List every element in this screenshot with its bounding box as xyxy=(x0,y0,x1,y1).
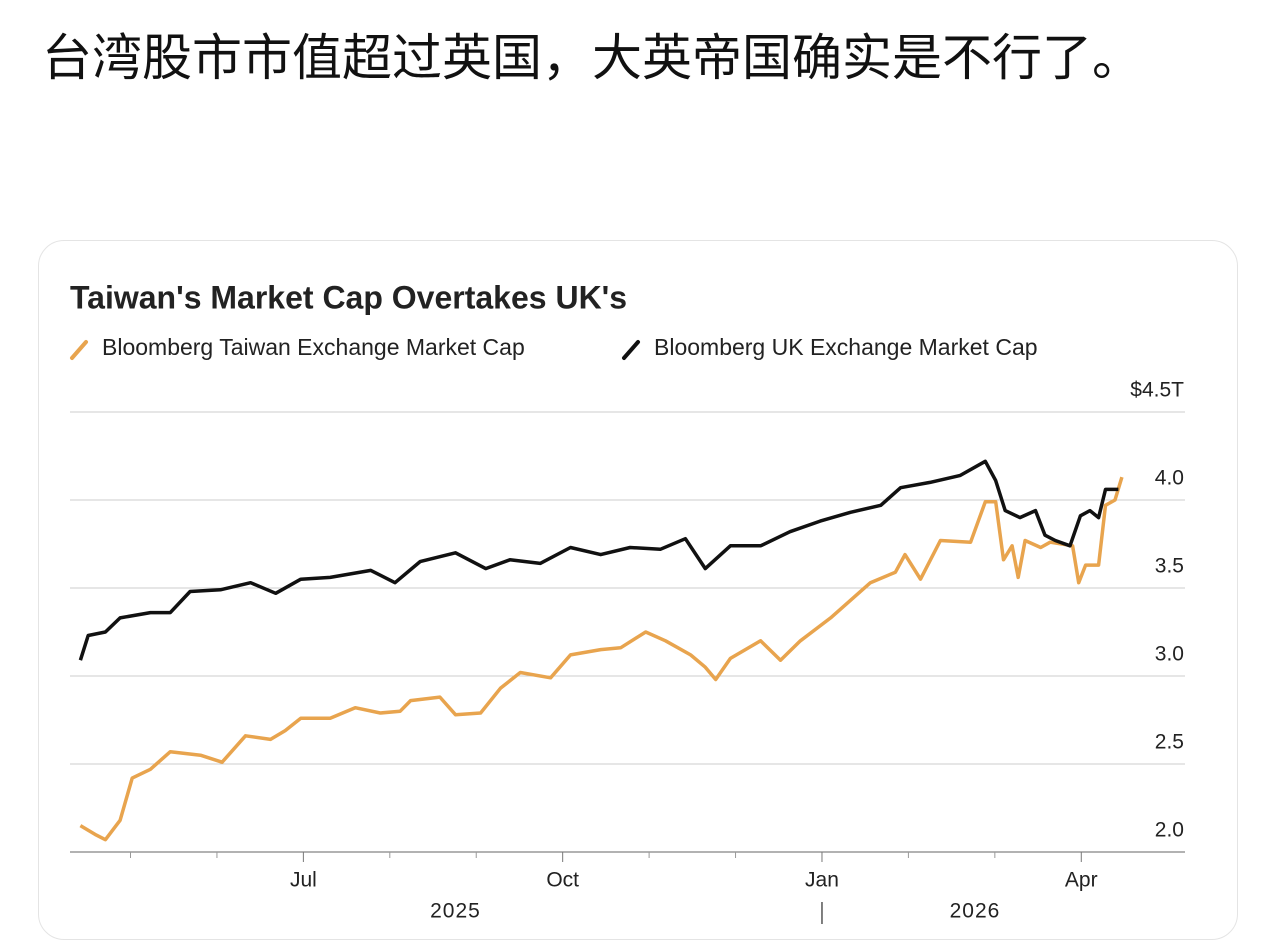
y-tick-label: 3.5 xyxy=(1155,555,1184,578)
x-tick-label: Jul xyxy=(290,869,317,892)
legend-label: Bloomberg Taiwan Exchange Market Cap xyxy=(102,334,525,360)
legend-label: Bloomberg UK Exchange Market Cap xyxy=(654,334,1038,360)
y-tick-label: 4.0 xyxy=(1155,467,1184,490)
series-line xyxy=(79,476,1124,842)
y-tick-label: 3.0 xyxy=(1155,643,1184,666)
post-text: 台湾股市市值超过英国，大英帝国确实是不行了。 xyxy=(42,29,1142,87)
chart-title: Taiwan's Market Cap Overtakes UK's xyxy=(70,279,627,315)
x-tick-label: Oct xyxy=(546,869,579,892)
legend-swatch xyxy=(70,340,88,360)
x-tick-label: Jan xyxy=(805,869,839,892)
y-tick-label: 2.0 xyxy=(1155,819,1184,842)
legend-swatch xyxy=(622,340,640,360)
y-tick-label: $4.5T xyxy=(1130,379,1184,402)
y-tick-label: 2.5 xyxy=(1155,731,1184,754)
year-label: 2025 xyxy=(430,900,481,923)
year-label: 2026 xyxy=(950,900,1001,923)
x-tick-label: Apr xyxy=(1065,869,1098,892)
series-line xyxy=(78,459,1119,661)
